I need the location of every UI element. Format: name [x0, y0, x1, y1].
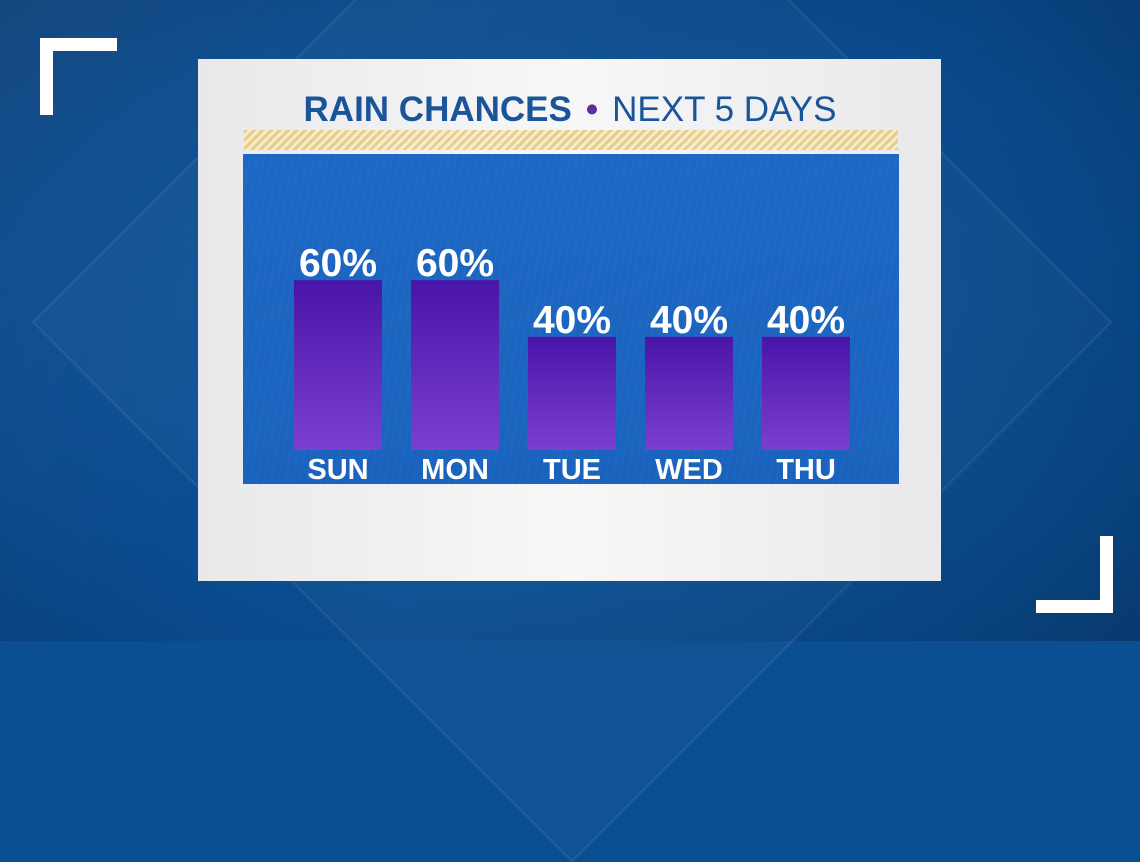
bar-tue — [528, 336, 616, 450]
bar-mon — [411, 280, 499, 450]
value-label-wed: 40% — [650, 299, 728, 342]
bar-wed — [645, 336, 733, 450]
value-label-sun: 60% — [299, 242, 377, 285]
chart-title-main: RAIN CHANCES — [303, 90, 572, 129]
day-label-sun: SUN — [307, 454, 368, 484]
bar-thu — [762, 336, 850, 450]
hatched-stripe-divider — [244, 130, 898, 150]
day-label-thu: THU — [776, 454, 836, 484]
chart-title-sub: NEXT 5 DAYS — [612, 90, 837, 129]
day-label-wed: WED — [655, 454, 723, 484]
day-label-mon: MON — [421, 454, 489, 484]
title-separator-dot: • — [585, 90, 599, 129]
bottom-right-corner-bracket — [1036, 536, 1113, 613]
top-left-corner-bracket — [40, 38, 117, 115]
day-label-tue: TUE — [543, 454, 601, 484]
bar-sun — [294, 280, 382, 450]
chart-title: RAIN CHANCES • NEXT 5 DAYS — [0, 88, 1140, 132]
value-label-mon: 60% — [416, 242, 494, 285]
value-label-tue: 40% — [533, 299, 611, 342]
value-label-thu: 40% — [767, 299, 845, 342]
rain-chance-bar-chart: 60% SUN 60% MON 40% TUE 40% WED 40% THU — [294, 242, 850, 484]
